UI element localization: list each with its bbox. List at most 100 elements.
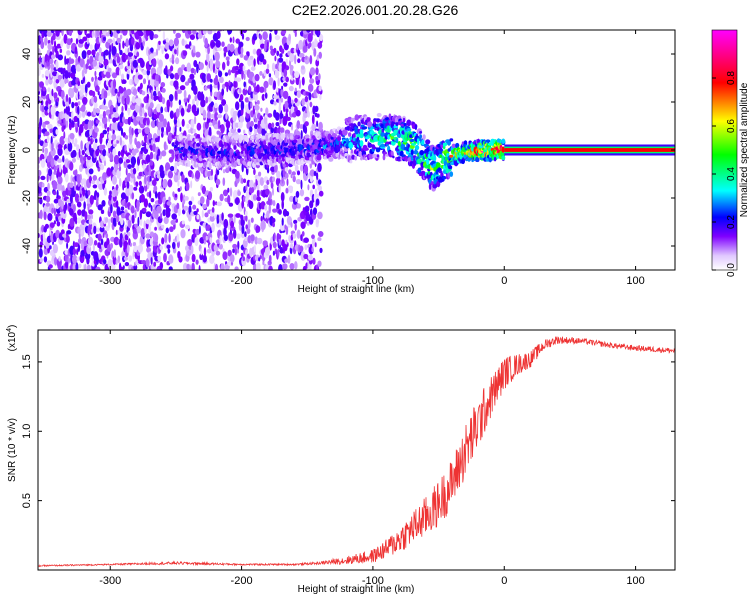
spectrogram-cell xyxy=(289,243,294,249)
spectrogram-cell xyxy=(272,241,277,249)
spectrogram-cell xyxy=(238,41,244,48)
spectrogram-cell xyxy=(84,222,87,227)
spectrogram-cell xyxy=(214,263,219,270)
x-tick-label: -100 xyxy=(362,575,384,587)
spectrogram-cell xyxy=(68,30,74,34)
spectrogram-cell xyxy=(178,99,182,106)
spectrogram-cell xyxy=(243,73,246,81)
spectrogram-cell xyxy=(190,245,194,255)
spectrogram-cell xyxy=(51,172,55,181)
spectrogram-cell xyxy=(58,215,62,221)
spectrogram-cell xyxy=(57,54,63,61)
spectrogram-cell xyxy=(183,147,188,155)
spectrogram-cell xyxy=(50,63,55,70)
spectrogram-cell xyxy=(227,187,230,193)
spectrogram-cell xyxy=(289,238,294,244)
spectrogram-cell xyxy=(107,38,113,44)
spectrogram-cell xyxy=(328,156,334,162)
spectrogram-cell xyxy=(104,49,109,56)
spectrogram-cell xyxy=(274,35,281,41)
spectrogram-cell xyxy=(77,34,81,40)
spectrogram-cell xyxy=(133,264,138,270)
spectrogram-cell xyxy=(307,161,312,164)
spectrogram-cell xyxy=(93,101,98,109)
spectrogram-cell xyxy=(118,64,124,70)
spectrogram-cell xyxy=(121,52,127,63)
spectrogram-cell xyxy=(297,138,303,145)
spectrogram-cell xyxy=(169,110,174,119)
spectrogram-cell xyxy=(181,174,185,183)
spectrogram-cell xyxy=(209,83,213,93)
spectrogram-cell xyxy=(182,262,188,270)
spectrogram-cell xyxy=(404,156,408,162)
spectrogram-cell xyxy=(161,125,164,134)
spectrogram-cell xyxy=(295,109,301,117)
spectrogram-cell xyxy=(281,85,284,90)
spectrogram-cell xyxy=(64,249,69,255)
spectrogram-cell xyxy=(283,142,288,146)
spectrogram-cell xyxy=(304,244,308,251)
spectrogram-cell xyxy=(166,201,172,206)
spectrogram-cell xyxy=(406,128,412,132)
spectrogram-cell xyxy=(55,30,60,37)
spectrogram-cell xyxy=(232,110,239,116)
spectrogram-cell xyxy=(196,63,199,74)
spectrogram-cell xyxy=(149,102,154,109)
spectrogram-cell xyxy=(260,43,266,49)
spectrogram-cell xyxy=(76,174,81,184)
spectrogram-cell xyxy=(220,263,225,270)
spectrogram-cell xyxy=(259,71,263,76)
spectrogram-cell xyxy=(153,52,157,57)
spectrogram-cell xyxy=(309,78,315,84)
spectrogram-cell xyxy=(98,253,101,260)
spectrogram-cell xyxy=(280,154,287,157)
spectrogram-cell xyxy=(135,181,139,188)
spectrogram-cell xyxy=(285,225,289,235)
spectrogram-cell xyxy=(410,149,414,156)
y-tick-label: 40 xyxy=(21,48,33,60)
spectrogram-cell xyxy=(163,216,169,225)
spectrogram-cell xyxy=(195,170,201,180)
spectrogram-cell xyxy=(140,193,146,203)
spectrogram-cell xyxy=(178,133,183,140)
spectrogram-cell xyxy=(187,30,192,35)
spectrogram-cell xyxy=(66,230,72,235)
spectrogram-cell xyxy=(39,241,43,249)
spectrogram-cell xyxy=(203,247,207,257)
spectrogram-cell xyxy=(417,167,422,174)
spectrogram-cell xyxy=(316,54,319,62)
spectrogram-cell xyxy=(285,76,290,83)
snr-scale-label: (x104) xyxy=(6,325,18,352)
spectrogram-cell xyxy=(116,206,121,216)
spectrogram-cell xyxy=(218,76,224,84)
spectrogram-cell xyxy=(419,131,423,134)
y-tick-label: -40 xyxy=(21,238,33,254)
spectrogram-cell xyxy=(226,136,230,141)
spectrogram-cell xyxy=(142,207,147,213)
spectrogram-cell xyxy=(232,142,238,146)
spectrogram-cell xyxy=(134,98,140,104)
spectrogram-cell xyxy=(128,255,133,262)
spectrogram-cell xyxy=(250,234,255,242)
spectrogram-cell xyxy=(39,81,44,88)
spectrogram-cell xyxy=(254,73,260,82)
spectrogram-cell xyxy=(215,74,218,81)
x-tick-label: -300 xyxy=(99,575,121,587)
spectrogram-cell xyxy=(170,219,176,226)
spectrogram-cell xyxy=(61,200,65,210)
spectrogram-cell xyxy=(229,37,232,43)
spectrogram-cell xyxy=(236,248,240,254)
spectrogram-cell xyxy=(68,97,72,105)
spectrogram-cell xyxy=(87,189,91,196)
spectrogram-cell xyxy=(88,161,94,167)
spectrogram-cell xyxy=(52,32,56,41)
spectrogram-cell xyxy=(64,70,69,79)
spectrogram-cell xyxy=(145,258,150,268)
spectrogram-cell xyxy=(304,196,310,202)
spectrogram-cell xyxy=(224,103,229,113)
spectrogram-cell xyxy=(425,139,431,145)
spectrogram-cell xyxy=(217,81,220,91)
spectrogram-cell xyxy=(212,30,217,34)
spectrogram-cell xyxy=(245,184,248,191)
colorbar xyxy=(711,29,738,271)
